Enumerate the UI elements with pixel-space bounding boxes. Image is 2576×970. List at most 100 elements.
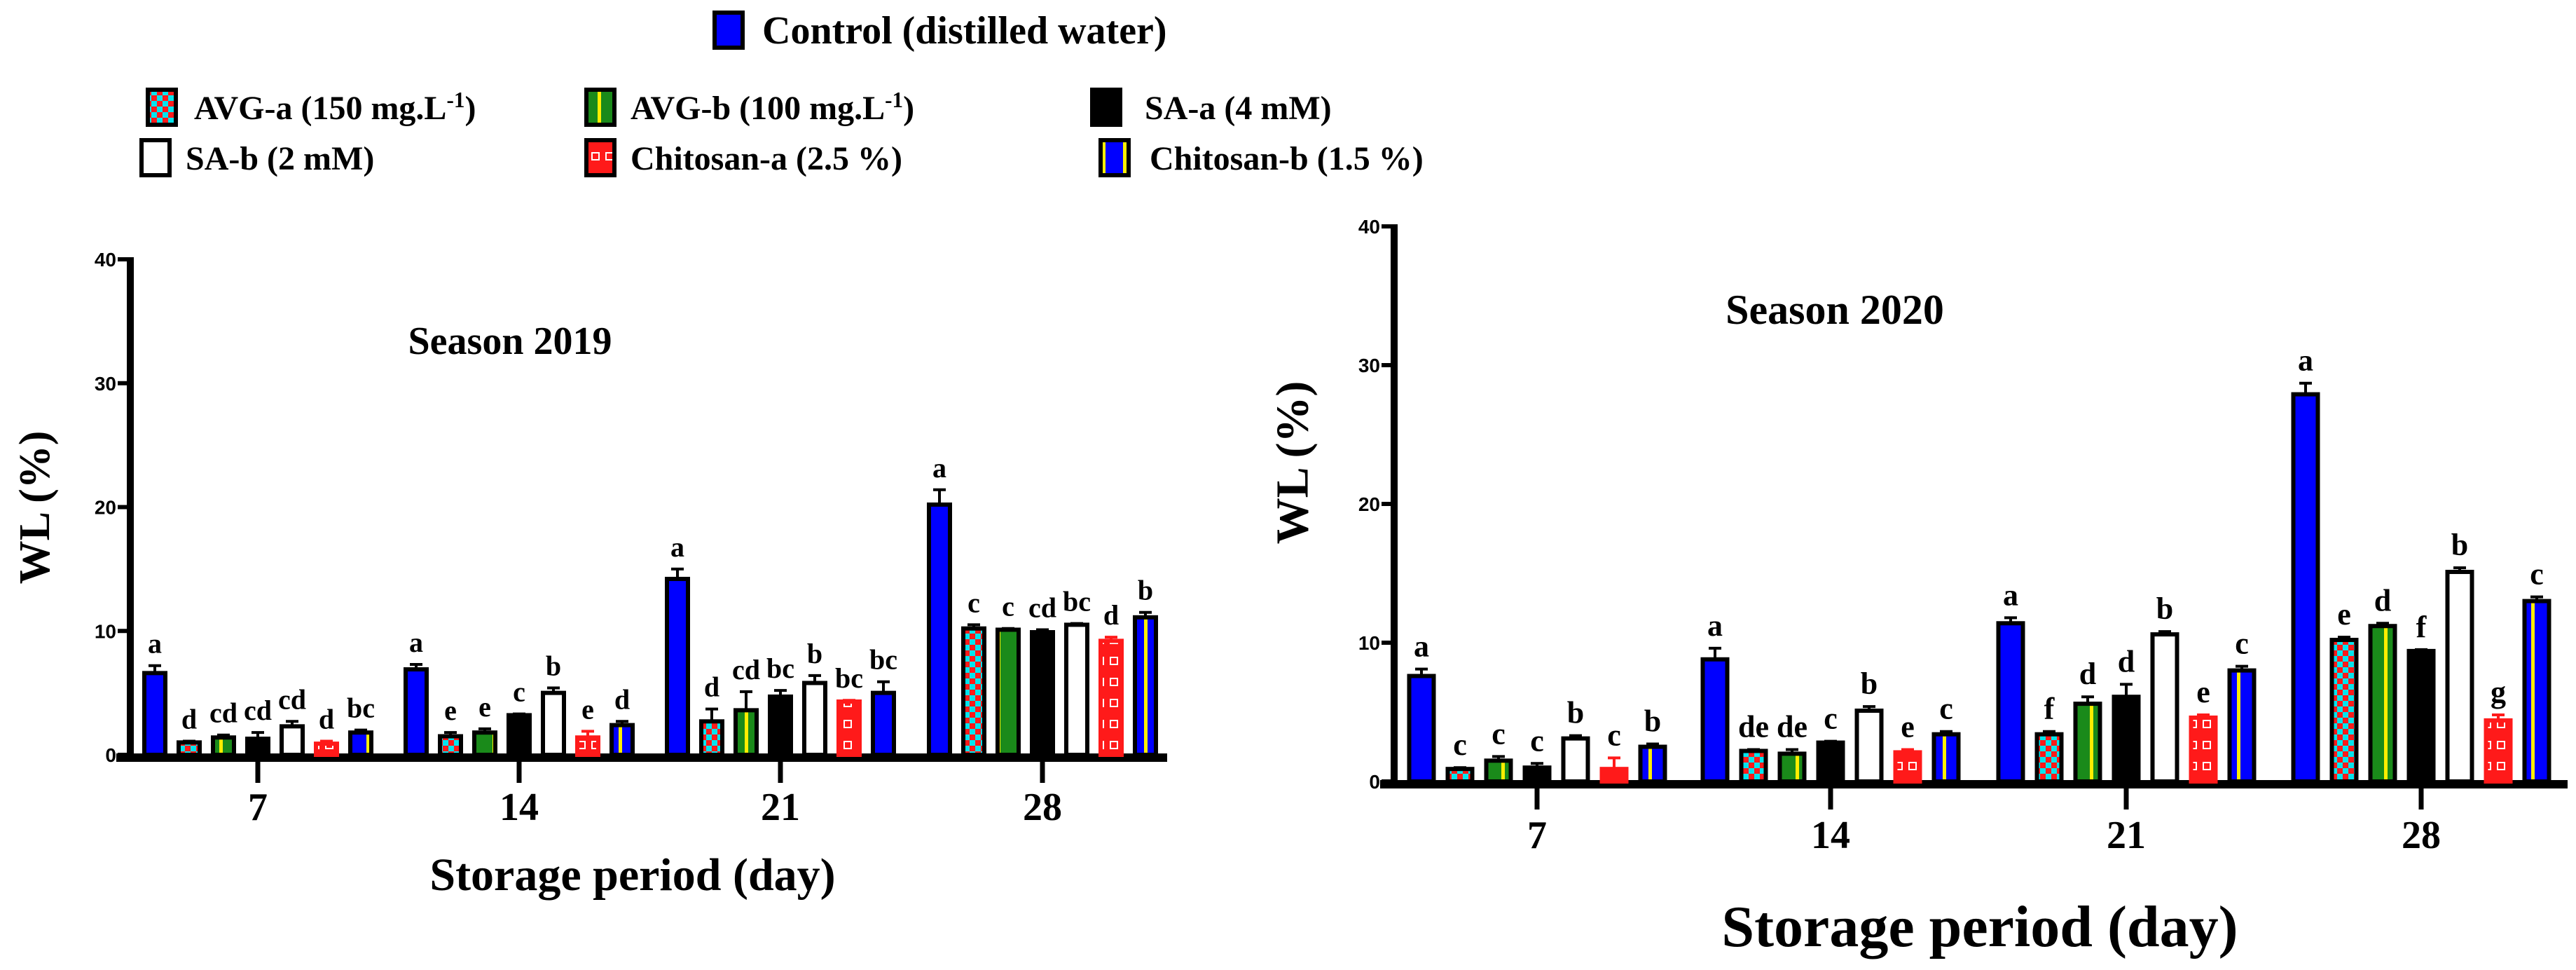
legend-swatch-5 — [584, 138, 617, 177]
significance-letter: d — [614, 683, 630, 715]
bar — [1599, 767, 1629, 784]
bar — [541, 690, 566, 757]
bar — [314, 742, 339, 758]
bar — [2329, 638, 2359, 784]
bar — [2368, 624, 2397, 784]
x-tick-label: 28 — [1023, 786, 1062, 829]
x-tick-label: 28 — [2402, 814, 2441, 857]
significance-letter: b — [546, 650, 561, 682]
chart-title: Season 2019 — [408, 320, 612, 363]
significance-letter: bc — [1063, 586, 1091, 617]
bar — [665, 577, 690, 758]
bar — [142, 671, 167, 757]
significance-letter: b — [2451, 528, 2468, 562]
significance-letter: f — [2044, 692, 2055, 726]
legend-label-0: Control (distilled water) — [762, 9, 1167, 53]
bar — [472, 730, 497, 758]
bar — [1739, 749, 1768, 784]
bar — [507, 713, 532, 758]
y-tick-label: 0 — [1369, 771, 1380, 793]
legend-label-4: SA-b (2 mM) — [186, 140, 374, 177]
legend-label-1: AVG-a (150 mg.L-1) — [194, 88, 476, 128]
bar — [699, 719, 724, 757]
y-tick-label: 30 — [1358, 355, 1380, 376]
bar — [2227, 668, 2257, 784]
significance-letter: b — [1861, 667, 1878, 701]
bar — [1407, 674, 1436, 784]
significance-letter: a — [932, 452, 946, 484]
bar — [1561, 736, 1590, 784]
significance-letter: e — [444, 695, 457, 726]
significance-letter: bc — [869, 644, 897, 676]
legend-swatch-2 — [584, 88, 617, 127]
significance-letter: b — [2156, 592, 2173, 626]
significance-letter: e — [2196, 675, 2210, 709]
y-tick-label: 20 — [95, 497, 116, 519]
significance-letter: a — [1707, 608, 1723, 643]
legend-label-6: Chitosan-b (1.5 %) — [1150, 140, 1424, 177]
y-tick-label: 40 — [95, 249, 116, 271]
bar — [1098, 638, 1124, 758]
significance-letter: b — [1567, 696, 1584, 730]
significance-letter: c — [967, 587, 980, 618]
bar — [2189, 715, 2218, 784]
bar — [2150, 632, 2179, 784]
bar — [348, 730, 373, 758]
bar — [1854, 709, 1884, 784]
significance-letter: a — [2003, 578, 2018, 612]
significance-letter: b — [807, 638, 822, 669]
bar — [2484, 718, 2513, 784]
y-tick-label: 40 — [1358, 216, 1380, 238]
significance-letter: d — [181, 704, 197, 735]
legend-label-text: Control (distilled water) — [762, 9, 1167, 53]
chart-season-2019: Season 2019 WL (%) Storage period (day) 0 10… — [11, 249, 1167, 901]
bar — [2406, 648, 2436, 784]
bar — [927, 502, 952, 758]
bar — [2073, 702, 2102, 784]
x-tick-label: 21 — [761, 786, 800, 829]
significance-letter: a — [2298, 343, 2313, 378]
x-axis-label: Storage period (day) — [1721, 894, 2238, 959]
legend-label-tail: ) — [903, 90, 914, 127]
legend-swatch-3 — [1090, 88, 1122, 127]
x-axis-label: Storage period (day) — [429, 849, 835, 901]
significance-letter: a — [409, 627, 423, 658]
significance-letter: e — [1901, 709, 1915, 744]
bar — [1700, 657, 1730, 784]
y-axis-label: WL (%) — [1267, 381, 1318, 545]
legend-label-text: AVG-b (100 mg.L — [631, 90, 885, 127]
bar — [1931, 732, 1961, 784]
legend-label-sup: -1 — [446, 88, 464, 112]
significance-letter: d — [704, 671, 719, 703]
legend-swatch-4 — [139, 138, 172, 177]
bar — [438, 734, 463, 758]
significance-letter: a — [1414, 629, 1429, 664]
significance-letter: c — [1530, 723, 1544, 758]
significance-letter: c — [1453, 728, 1467, 762]
significance-letter: c — [2235, 627, 2249, 661]
x-tick-label: 14 — [1811, 814, 1850, 857]
legend-swatch-1 — [146, 88, 178, 127]
bar — [1816, 740, 1845, 784]
y-tick-label: 20 — [1358, 493, 1380, 515]
y-axis-label: WL (%) — [11, 431, 59, 585]
significance-letter: g — [2491, 675, 2506, 709]
y-tick-label: 10 — [1358, 632, 1380, 654]
chart-season-2020: Season 2020 WL (%) Storage period (day) 0 10… — [1267, 216, 2568, 959]
significance-letter: d — [319, 704, 334, 735]
significance-letter: d — [2079, 657, 2096, 691]
significance-letter: d — [1103, 599, 1119, 631]
legend-label-5: Chitosan-a (2.5 %) — [631, 140, 902, 177]
bar — [609, 723, 635, 757]
legend-label-text: Chitosan-b (1.5 %) — [1150, 140, 1424, 177]
significance-letter: a — [148, 628, 162, 660]
x-tick-label: 7 — [248, 786, 268, 829]
bar — [2112, 695, 2141, 784]
bar — [2522, 599, 2551, 784]
significance-letter: cd — [278, 683, 306, 715]
y-tick-label: 30 — [95, 373, 116, 395]
significance-letter: cd — [244, 695, 272, 726]
significance-letter: c — [1492, 716, 1506, 751]
bar — [2291, 392, 2320, 784]
